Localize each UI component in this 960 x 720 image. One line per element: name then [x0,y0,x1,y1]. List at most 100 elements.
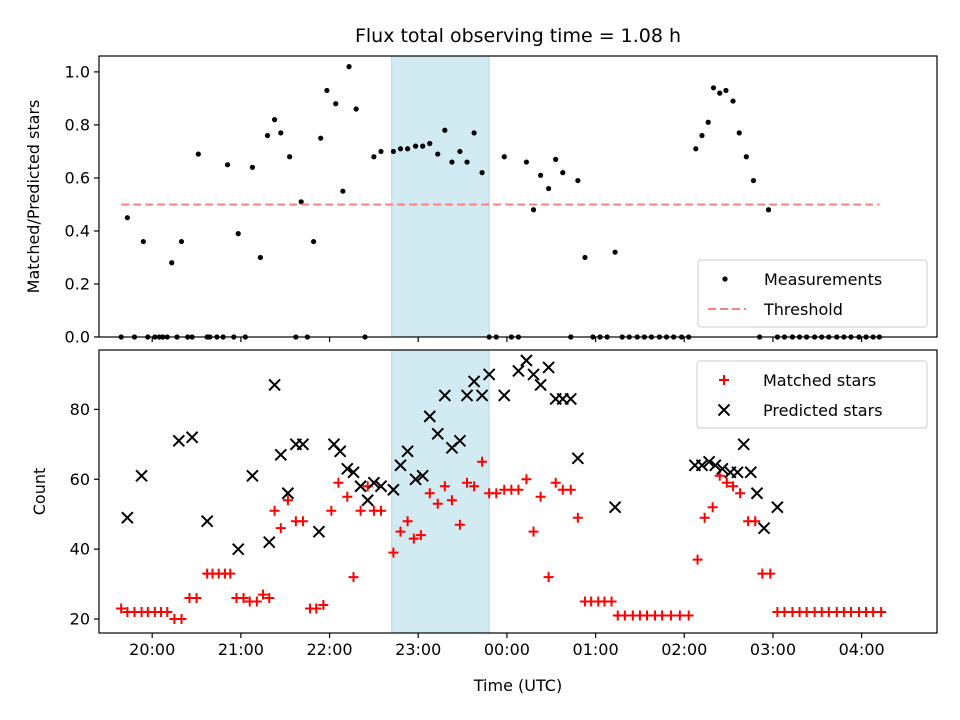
measurement-point [169,260,175,266]
matched-star-point [521,474,532,485]
x-tick-label: 21:00 [218,640,264,659]
measurement-point [257,254,263,261]
measurement-point [530,207,537,213]
legend-label: Measurements [764,270,882,289]
measurement-point [538,172,544,178]
y-tick-label: 20 [70,610,90,629]
predicted-star-point [401,445,414,458]
matched-star-point [311,603,322,614]
matched-star-point [439,481,450,492]
predicted-star-point [702,455,716,469]
matched-star-point [238,593,249,604]
measurement-point [435,151,441,157]
matched-star-point [572,512,583,523]
matched-star-point [721,477,732,488]
predicted-star-point [564,392,577,406]
legend-marker-measurements [722,276,728,282]
x-tick-label: 02:00 [661,640,707,659]
measurement-point [545,185,552,192]
measurement-point [124,215,130,221]
y-axis-label: Matched/Predicted stars [24,100,43,294]
measurement-point [390,148,397,155]
matched-star-point [355,505,366,516]
predicted-star-point [312,525,326,538]
measurement-point [612,249,618,255]
matched-star-point [225,568,236,579]
x-tick-label: 03:00 [750,640,796,659]
matched-star-point [342,491,353,502]
measurement-point [195,151,201,157]
measurement-point [730,98,736,104]
legend-box [697,259,928,328]
measurement-point [464,159,470,165]
matched-star-point [735,488,746,499]
measurement-point [560,170,566,176]
matched-star-point [454,519,465,530]
matched-star-point [388,547,399,558]
predicted-star-point [771,501,784,514]
legend-bottom: Matched stars Predicted stars [696,360,928,429]
measurement-point [750,177,757,184]
matched-star-point [707,502,718,513]
x-tick-label: 04:00 [839,640,885,659]
measurement-point [324,87,330,94]
predicted-star-point [387,483,400,496]
matched-star-point [176,614,187,625]
matched-star-point [606,596,617,607]
y-tick-label: 40 [70,540,90,559]
measurement-point [378,148,384,155]
matched-star-point [251,596,262,607]
matched-star-point [432,498,443,509]
predicted-star-point [246,469,259,482]
predicted-star-point [394,459,407,472]
predicted-star-point [520,354,533,367]
matched-star-point [876,607,887,618]
matched-star-point [477,456,488,467]
measurement-point [318,135,324,141]
x-tick-label: 00:00 [484,640,530,659]
legend-label: Predicted stars [763,401,883,420]
measurement-point [412,143,419,149]
y-tick-label: 80 [70,400,90,419]
measurement-point [353,106,359,112]
measurement-point [743,154,749,160]
predicted-star-point [274,448,287,462]
matched-star-point [282,495,293,506]
predicted-star-point [482,368,496,381]
predicted-star-point [341,462,354,475]
measurement-point [479,170,485,176]
matched-star-point [683,610,694,621]
measurement-point [264,132,271,139]
measurement-point [471,130,477,136]
matched-star-point [326,505,337,516]
matched-star-point [191,593,202,604]
matched-star-point [765,568,776,579]
measurement-point [723,87,729,94]
matched-star-point [348,572,359,583]
measurement-point [271,117,278,123]
matched-star-point [665,610,676,621]
matched-star-point [116,603,127,614]
predicted-star-point [716,462,729,475]
predicted-star-point [121,511,134,524]
predicted-star-point [453,434,467,448]
measurement-point [457,148,463,155]
predicted-star-point [361,494,374,507]
predicted-star-point [695,459,709,472]
y-axis-label: Count [30,468,49,516]
predicted-star-point [416,469,429,482]
chart-title: Flux total observing time = 1.08 h [355,25,681,47]
predicted-star-point [347,466,360,479]
legend-label: Threshold [763,300,843,319]
measurement-point [553,156,559,162]
measurement-point [404,146,411,152]
matched-star-point [750,516,761,527]
predicted-star-point [527,368,540,381]
predicted-star-point [268,378,281,392]
predicted-star-point [467,375,481,388]
measurement-point [420,143,426,149]
y-tick-label: 0.6 [65,168,90,187]
predicted-star-point [737,438,750,451]
matched-star-point [728,481,739,492]
